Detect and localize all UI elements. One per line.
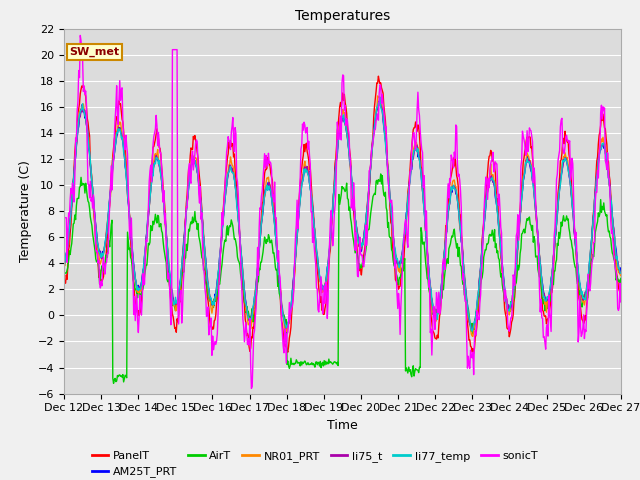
X-axis label: Time: Time bbox=[327, 419, 358, 432]
Title: Temperatures: Temperatures bbox=[295, 10, 390, 24]
Legend: PanelT, AM25T_PRT, AirT, NR01_PRT, li75_t, li77_temp, sonicT: PanelT, AM25T_PRT, AirT, NR01_PRT, li75_… bbox=[87, 446, 542, 480]
Y-axis label: Temperature (C): Temperature (C) bbox=[19, 160, 32, 262]
Text: SW_met: SW_met bbox=[70, 47, 120, 57]
